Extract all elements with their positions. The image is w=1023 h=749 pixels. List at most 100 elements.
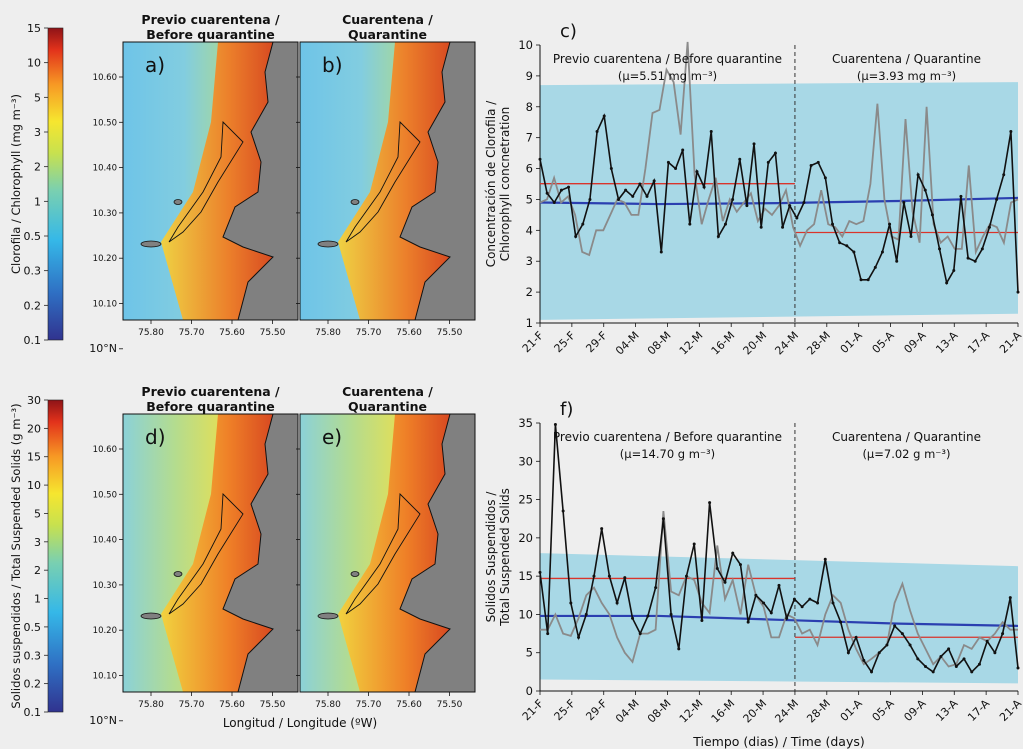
data-point: [947, 647, 951, 651]
small-island: [317, 240, 339, 248]
x-tick-label: 12-M: [677, 329, 706, 358]
colorbar-tick-label: 15: [27, 451, 41, 464]
small-island: [140, 612, 162, 620]
data-point: [559, 188, 563, 192]
data-point: [781, 225, 785, 229]
map-panel-b: b) Cuarentena /Quarantine 75.80 75.70 75.60 7…: [296, 12, 476, 338]
y-axis-label: Solidos Suspendidos /: [484, 491, 498, 623]
data-point: [995, 197, 999, 201]
colorbar-tick-label: 0.3: [24, 649, 42, 662]
data-point: [552, 201, 556, 205]
data-point: [769, 611, 773, 615]
panel-title: Previo cuarentena /: [141, 12, 280, 27]
lon-tick-label: 75.70: [356, 700, 382, 710]
y-tick-label: 3: [526, 254, 533, 268]
colorbar-tick-label: 0.3: [24, 265, 42, 278]
colorbar-tick-label: 2: [34, 564, 41, 577]
y-tick-label: 15: [518, 569, 533, 583]
y-axis-label-line2: Chlorophyll concnetration: [498, 107, 512, 262]
data-point: [859, 278, 863, 282]
panel-letter: b): [322, 53, 343, 77]
island-outline: [345, 492, 421, 615]
x-tick-label: 24-M: [772, 329, 801, 358]
x-tick-label: 16-M: [709, 329, 738, 358]
data-point: [674, 167, 678, 171]
data-point: [870, 670, 874, 674]
y-tick-label: 10: [518, 607, 533, 621]
map-frame: [122, 41, 299, 321]
colorbar-tick-label: 20: [27, 422, 41, 435]
data-point: [1002, 173, 1006, 177]
x-tick-label: 29-F: [583, 697, 609, 723]
panel-title-line2: Quarantine: [348, 27, 427, 42]
data-point: [709, 129, 713, 133]
data-point: [581, 222, 585, 226]
data-point: [802, 201, 806, 205]
map-panel-d: d) Previo cuarentena /Before quarantine 75…: [89, 384, 299, 727]
data-point: [980, 247, 984, 251]
lat-tick-label: 10.40: [93, 164, 117, 174]
data-point: [880, 250, 884, 254]
panel-title-line2: Before quarantine: [146, 399, 274, 414]
data-point: [545, 191, 549, 195]
lon-tick-label: 75.60: [396, 328, 422, 338]
data-point: [1016, 666, 1020, 670]
x-tick-label: 05-A: [870, 697, 897, 724]
lon-tick-label: 75.80: [315, 700, 341, 710]
data-point: [592, 574, 596, 578]
y-tick-label: 25: [518, 493, 533, 507]
data-point: [723, 580, 727, 584]
colorbar-tick-label: 0.1: [24, 706, 42, 719]
x-tick-label: 29-F: [583, 329, 609, 355]
data-point: [838, 241, 842, 245]
data-point: [1008, 596, 1012, 600]
x-tick-label: 09-A: [901, 329, 928, 356]
data-point: [595, 129, 599, 133]
series-line: [540, 511, 1018, 668]
data-point: [702, 185, 706, 189]
colorbar-tick-label: 1: [34, 593, 41, 606]
data-point: [654, 586, 658, 590]
y-tick-label: 4: [526, 223, 533, 237]
y-tick-label: 10: [518, 38, 533, 52]
x-tick-label: 25-F: [552, 329, 578, 355]
lat-tick-label: 10.40: [93, 536, 117, 546]
chart-tss-timeseries: 0 5 10 15 20 25 30 35 21-F 25-F 29-F 04-M 08-M 12-M 16…: [484, 399, 1023, 749]
annotation-after-mean: (μ=7.02 g m⁻³): [862, 447, 950, 461]
small-island: [350, 199, 360, 205]
lat-tick-label: 10.50: [93, 118, 117, 128]
data-point: [752, 142, 756, 146]
data-point: [638, 632, 642, 636]
data-point: [931, 670, 935, 674]
data-point: [609, 167, 613, 171]
data-point: [952, 268, 956, 272]
map-panels-chlorophyll: 15 10 5 3 2 1 0.5 0.3 0.2 0.1 Clorofila / Chloroph…: [9, 12, 476, 355]
x-tick-label: 08-M: [645, 697, 674, 726]
data-point: [908, 643, 912, 647]
x-tick-label: 17-A: [965, 329, 992, 356]
y-axis-label-line2: Total Suspended Solids: [498, 488, 512, 627]
panel-letter: f): [560, 399, 573, 420]
x-tick-label: 28-M: [804, 329, 833, 358]
data-point: [823, 176, 827, 180]
y-tick-label: 0: [526, 684, 533, 698]
lon-tick-label: 75.50: [437, 700, 463, 710]
data-point: [792, 597, 796, 601]
lat-tick-label: 10.30: [93, 581, 117, 591]
data-point: [809, 163, 813, 167]
data-point: [677, 647, 681, 651]
data-point: [1009, 129, 1013, 133]
lon-tick-label: 75.70: [179, 328, 205, 338]
colorbar-tick-label: 1: [34, 195, 41, 208]
data-point: [845, 244, 849, 248]
data-point: [759, 225, 763, 229]
colorbar-label: Clorofila / Chlorophyll (mg m⁻³): [9, 94, 23, 274]
data-point: [939, 655, 943, 659]
data-point: [959, 194, 963, 198]
x-tick-label: 16-M: [709, 697, 738, 726]
data-point: [877, 651, 881, 655]
lat-tick-label: 10.50: [93, 490, 117, 500]
map-frame: [122, 413, 299, 693]
x-tick-label: 21-A: [997, 697, 1023, 724]
